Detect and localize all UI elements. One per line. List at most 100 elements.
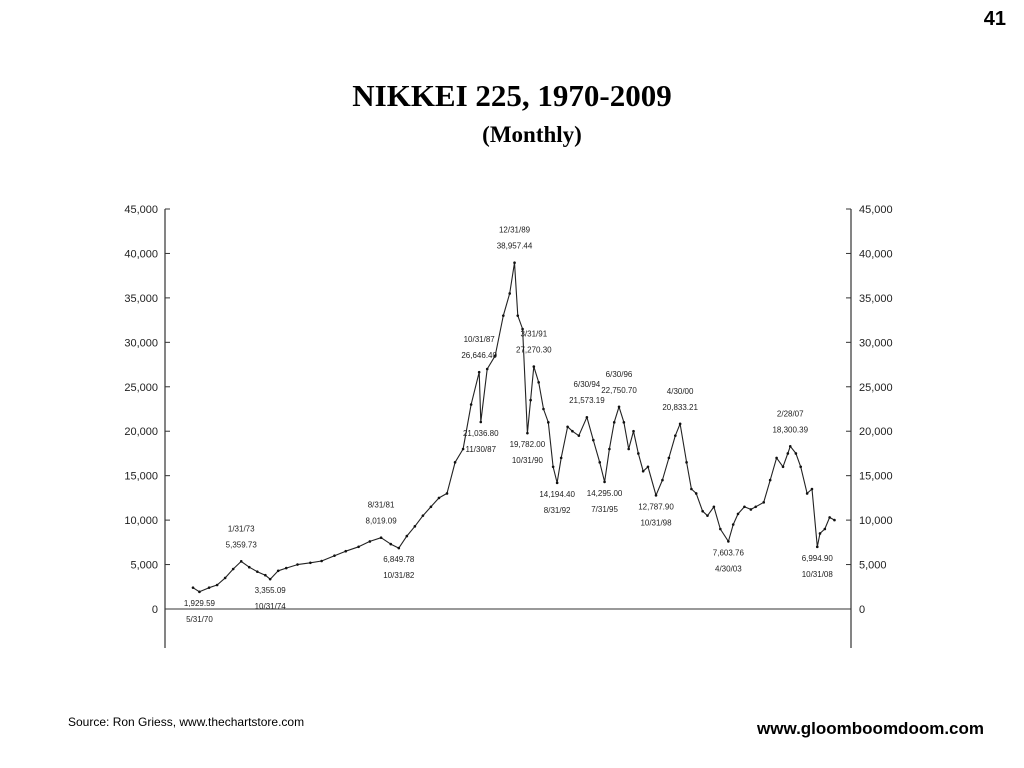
data-point — [516, 314, 520, 317]
data-point — [646, 465, 650, 469]
annotation-label: 14,295.00 — [587, 489, 623, 498]
data-point — [828, 516, 831, 519]
annotation-label: 3/31/91 — [520, 330, 547, 339]
annotation-label: 10/31/74 — [255, 602, 287, 611]
data-point — [247, 565, 251, 569]
y-tick-label-right: 30,000 — [859, 337, 893, 349]
data-point — [727, 540, 730, 543]
data-point — [598, 461, 602, 464]
data-point — [542, 407, 545, 411]
data-point — [309, 561, 312, 565]
y-tick-label-right: 20,000 — [859, 426, 893, 438]
data-point — [397, 546, 401, 550]
annotation-label: 10/31/90 — [512, 456, 544, 465]
data-point — [701, 509, 704, 513]
data-point — [513, 261, 516, 265]
annotation-label: 6/30/94 — [574, 380, 601, 389]
data-point — [368, 540, 372, 543]
annotation-label: 12/31/89 — [499, 226, 531, 235]
data-point — [389, 542, 393, 546]
annotation-label: 10/31/08 — [802, 570, 834, 579]
data-point — [815, 545, 819, 549]
data-point — [781, 465, 785, 469]
data-point — [508, 292, 512, 295]
data-point — [445, 492, 449, 495]
data-point — [577, 434, 581, 437]
y-tick-label-right: 0 — [859, 604, 865, 616]
data-point — [405, 534, 409, 538]
data-point — [429, 505, 433, 509]
data-point — [768, 478, 772, 482]
y-tick-label-left: 10,000 — [124, 515, 158, 527]
y-tick-label-right: 15,000 — [859, 471, 893, 483]
data-point — [685, 461, 688, 464]
data-point — [421, 514, 425, 517]
data-point — [754, 505, 757, 509]
annotation-label: 3,355.09 — [255, 586, 287, 595]
data-point — [264, 573, 267, 577]
data-point — [547, 421, 550, 424]
annotation-layer: 1,929.59 5/31/70 1/31/73 5,359.73 3,355.09 10… — [184, 226, 834, 624]
data-point — [231, 567, 235, 571]
data-point — [694, 492, 698, 495]
data-point — [493, 354, 497, 357]
data-point — [661, 478, 664, 482]
data-point — [833, 518, 836, 522]
data-point — [239, 560, 243, 563]
data-point — [453, 461, 457, 464]
y-tick-label-left: 0 — [152, 604, 158, 616]
annotation-label: 22,750.70 — [601, 386, 637, 395]
annotation-label: 7/31/95 — [591, 505, 618, 514]
axes-layer: 0 0 5,000 5,000 10,000 10,000 15,000 15,000 20,0… — [124, 204, 893, 648]
annotation-label: 6,849.78 — [383, 555, 415, 564]
data-point — [762, 501, 766, 504]
y-tick-label-right: 40,000 — [859, 248, 893, 260]
annotation-label: 12,787.90 — [638, 502, 674, 511]
data-point — [555, 481, 559, 485]
y-tick-label-right: 10,000 — [859, 515, 893, 527]
data-point — [608, 447, 611, 451]
y-tick-label-left: 40,000 — [124, 248, 158, 260]
annotation-label: 2/28/07 — [777, 409, 804, 418]
data-point — [612, 421, 616, 424]
data-point — [296, 563, 299, 566]
data-point — [719, 527, 722, 531]
data-point — [706, 514, 709, 517]
data-point — [743, 505, 746, 509]
data-point — [712, 505, 716, 509]
annotation-label: 21,036.80 — [463, 429, 499, 438]
data-point — [775, 456, 778, 460]
data-point — [526, 431, 529, 435]
data-point — [654, 494, 658, 497]
y-tick-label-right: 5,000 — [859, 560, 887, 572]
data-point — [191, 586, 195, 589]
data-point — [749, 508, 753, 511]
data-point — [637, 452, 640, 455]
annotation-label: 19,782.00 — [510, 440, 546, 449]
annotation-label: 1,929.59 — [184, 599, 216, 608]
data-point — [678, 422, 682, 426]
annotation-label: 11/30/87 — [466, 445, 497, 454]
data-point — [551, 465, 555, 469]
annotation-label: 26,646.40 — [461, 351, 497, 360]
data-point — [479, 420, 483, 424]
data-point — [585, 415, 589, 419]
data-point — [627, 447, 630, 451]
data-point — [786, 452, 790, 455]
data-point — [674, 434, 677, 437]
y-tick-label-left: 5,000 — [130, 560, 158, 572]
data-point — [788, 445, 792, 448]
annotation-label: 14,194.40 — [539, 490, 575, 499]
source-note: Source: Ron Griess, www.thechartstore.co… — [68, 715, 305, 729]
annotation-label: 8/31/81 — [368, 501, 395, 510]
data-point — [794, 452, 798, 455]
data-point — [501, 314, 505, 317]
annotation-label: 8/31/92 — [544, 506, 571, 515]
data-point — [805, 492, 809, 495]
y-tick-label-left: 25,000 — [124, 382, 158, 394]
y-tick-label-right: 35,000 — [859, 293, 893, 305]
annotation-label: 10/31/98 — [640, 518, 672, 527]
website-link[interactable]: www.gloomboomdoom.com — [757, 719, 984, 738]
data-point — [559, 456, 563, 460]
data-point — [592, 438, 595, 442]
